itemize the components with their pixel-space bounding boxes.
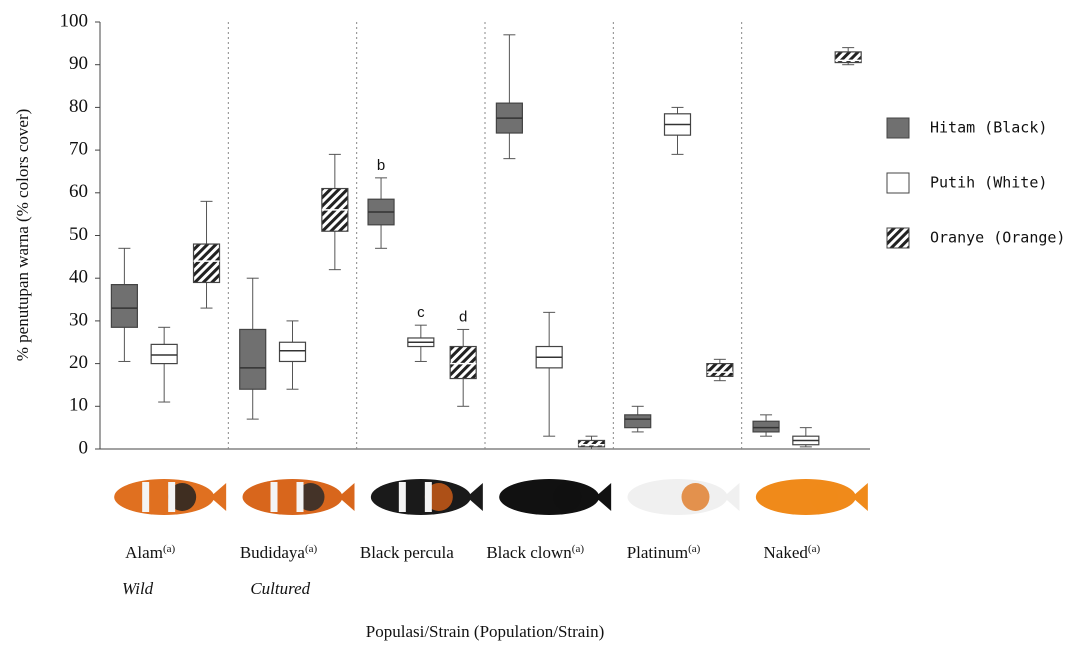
box [192,243,221,284]
y-tick-label: 50 [69,224,88,245]
category-note: (a) [572,543,585,555]
fish-patch [809,483,838,511]
box [706,363,734,378]
y-tick-label: 30 [69,309,88,330]
category-name: Platinum [627,543,688,562]
category-subtitle: Wild [122,579,154,598]
legend-swatch [886,227,910,249]
box [239,328,267,390]
legend-label: Hitam (Black) [930,119,1047,137]
y-tick-label: 90 [69,53,88,74]
category-note: (a) [688,543,701,555]
y-tick-label: 20 [69,352,88,373]
legend-swatch [886,117,910,139]
category-label: Black clown(a) [486,543,584,562]
fish-stripe [296,482,304,512]
box [278,341,307,363]
fish-tail [595,483,612,511]
category-label: Naked(a) [764,543,821,562]
fish-patch [681,483,710,511]
category-name: Budidaya [240,543,306,562]
fish-body [114,479,215,515]
fish-tail [338,483,355,511]
fish-body [499,479,600,515]
fish-stripe [168,482,176,512]
y-tick-label: 0 [79,437,89,458]
fish-body [627,479,728,515]
box [752,420,780,433]
y-tick-label: 40 [69,267,88,288]
fish-stripe [424,482,432,512]
legend-label: Oranye (Orange) [930,229,1065,247]
box-annotation: c [417,304,425,321]
y-tick-label: 80 [69,96,88,117]
fish-body [755,479,856,515]
box [834,51,862,64]
category-name: Naked [764,543,809,562]
fish-body [242,479,343,515]
box [150,343,178,365]
fish-tail [210,483,227,511]
category-note: (a) [163,543,176,555]
category-label: Platinum(a) [627,543,701,562]
y-tick-label: 70 [69,138,88,159]
fish-body [370,479,471,515]
category-note: (a) [305,543,318,555]
category-label: Alam(a) [125,543,175,562]
fish-stripe [270,482,278,512]
category-label: Black percula [360,543,454,562]
legend-swatch [886,172,910,194]
y-tick-label: 10 [69,395,88,416]
box-annotation: d [459,308,467,325]
y-tick-label: 60 [69,181,88,202]
fish-tail [466,483,483,511]
fish-tail [723,483,740,511]
category-note: (a) [808,543,821,555]
y-tick-label: 100 [60,10,89,31]
x-axis-label: Populasi/Strain (Population/Strain) [366,622,604,641]
legend-label: Putih (White) [930,174,1047,192]
box [577,439,606,448]
category-name: Black percula [360,543,454,562]
box [110,284,138,328]
y-axis-label: % penutupan warna (% colors cover) [13,109,32,362]
category-label: Budidaya(a) [240,543,318,562]
fish-tail [851,483,868,511]
category-subtitle: Cultured [250,579,310,598]
box [624,414,652,429]
fish-stripe [142,482,150,512]
fish-patch [553,483,582,511]
category-name: Alam [125,543,163,562]
box-annotation: b [377,157,385,174]
category-name: Black clown [486,543,572,562]
box [449,345,477,380]
fish-stripe [398,482,406,512]
